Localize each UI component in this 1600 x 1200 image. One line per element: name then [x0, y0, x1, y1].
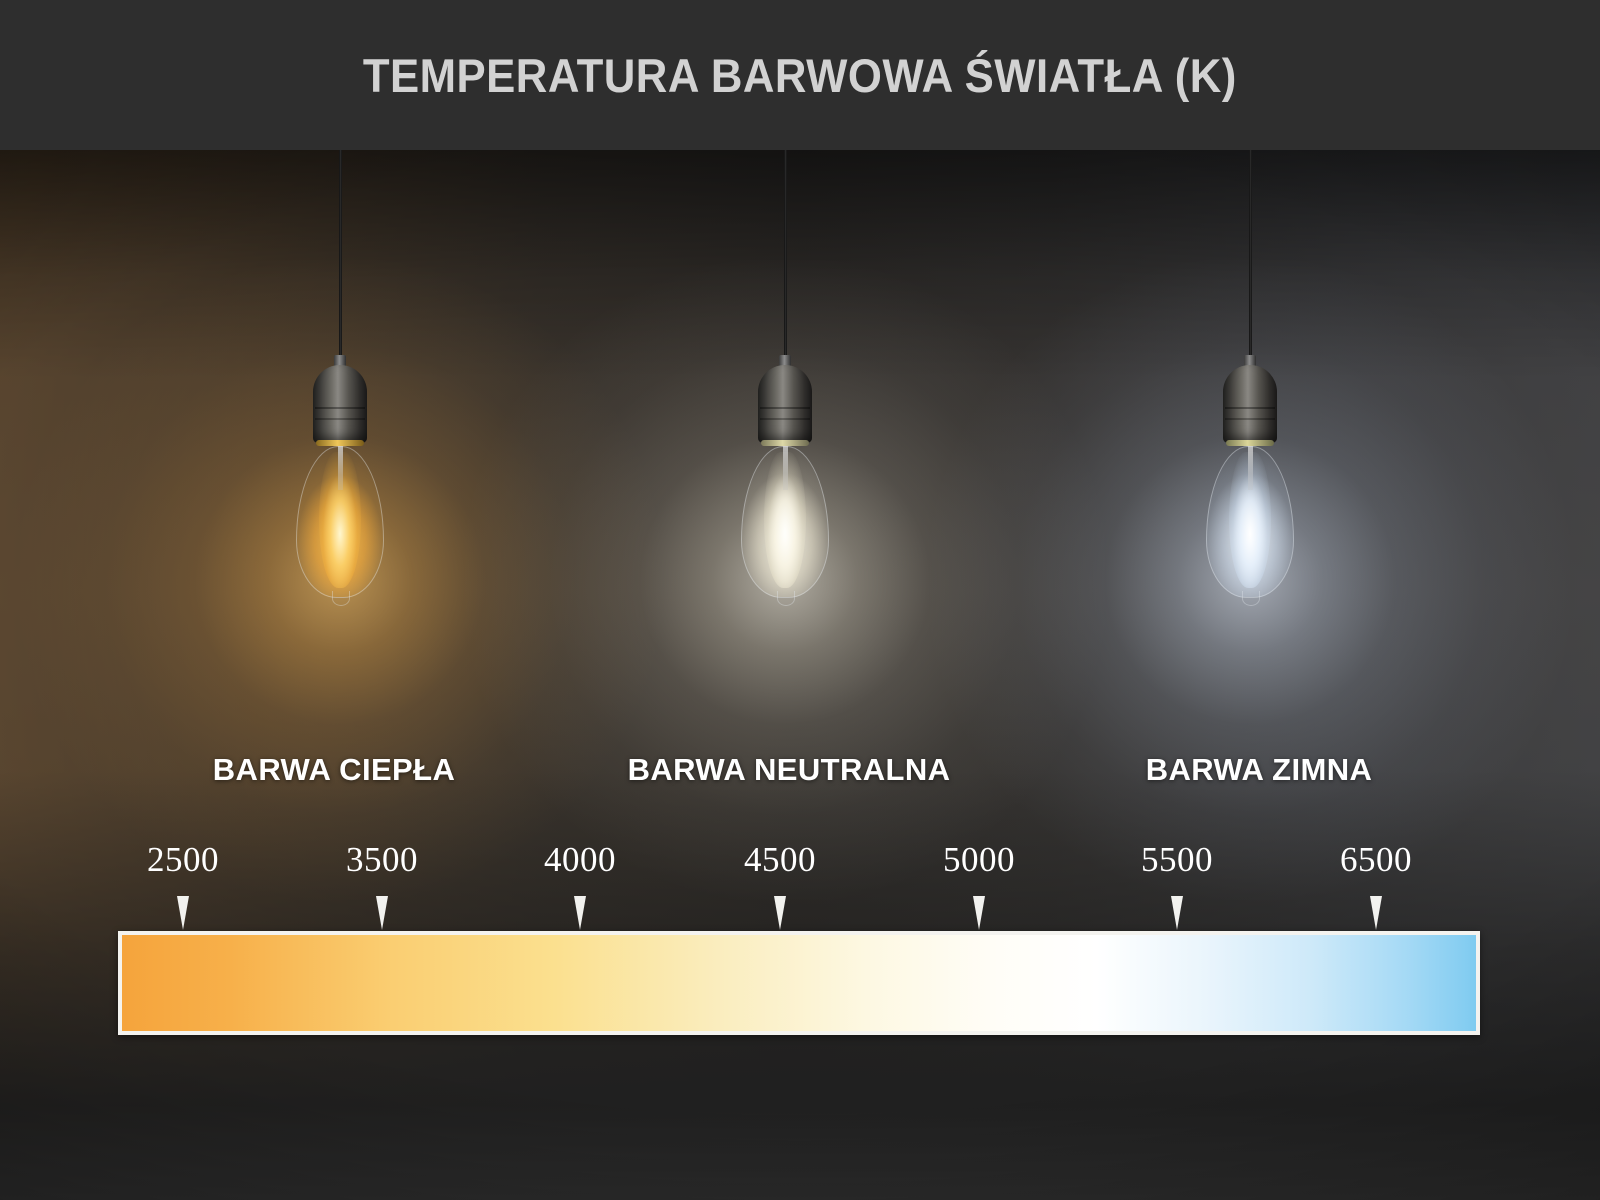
page-title: TEMPERATURA BARWOWA ŚWIATŁA (K)	[363, 48, 1237, 102]
tick-value-4000: 4000	[544, 840, 616, 879]
tick-value-3500: 3500	[346, 840, 418, 879]
color-temperature-gradient	[122, 935, 1476, 1031]
triangle-marker-icon-4500	[774, 896, 786, 930]
tick-value-5500: 5500	[1141, 840, 1213, 879]
triangle-marker-icon-2500	[177, 896, 189, 930]
tick-value-2500: 2500	[147, 840, 219, 879]
tick-value-5000: 5000	[943, 840, 1015, 879]
tick-value-4500: 4500	[744, 840, 816, 879]
lamp-cord-cool	[1248, 150, 1252, 365]
triangle-marker-icon-6500	[1370, 896, 1382, 930]
triangle-marker-icon-4000	[574, 896, 586, 930]
tick-value-6500: 6500	[1340, 840, 1412, 879]
lamp-cord-neutral	[783, 150, 787, 365]
triangle-marker-icon-5500	[1171, 896, 1183, 930]
triangle-marker-icon-5000	[973, 896, 985, 930]
color-temperature-bar	[118, 931, 1480, 1035]
lamp-cord-warm	[338, 150, 342, 365]
triangle-marker-icon-3500	[376, 896, 388, 930]
header-bar: TEMPERATURA BARWOWA ŚWIATŁA (K)	[0, 0, 1600, 150]
